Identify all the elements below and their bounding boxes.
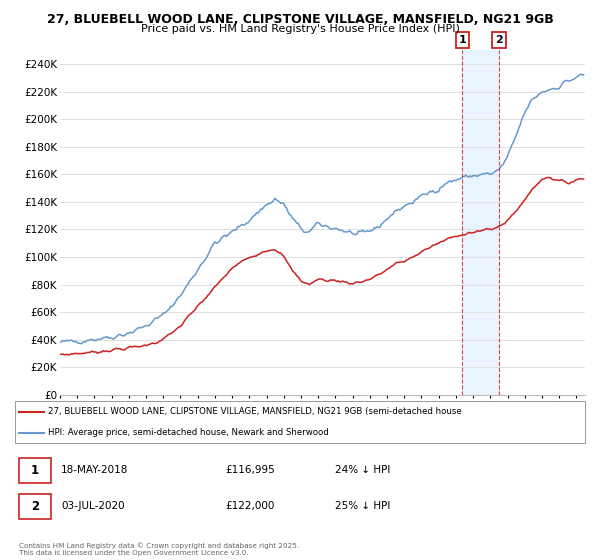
Text: HPI: Average price, semi-detached house, Newark and Sherwood: HPI: Average price, semi-detached house,… (48, 428, 328, 437)
Text: 25% ↓ HPI: 25% ↓ HPI (335, 501, 390, 511)
Text: 2: 2 (31, 500, 39, 513)
FancyBboxPatch shape (19, 458, 50, 483)
Text: Contains HM Land Registry data © Crown copyright and database right 2025.
This d: Contains HM Land Registry data © Crown c… (19, 542, 299, 556)
Text: £122,000: £122,000 (225, 501, 274, 511)
Text: 03-JUL-2020: 03-JUL-2020 (61, 501, 125, 511)
Text: 27, BLUEBELL WOOD LANE, CLIPSTONE VILLAGE, MANSFIELD, NG21 9GB: 27, BLUEBELL WOOD LANE, CLIPSTONE VILLAG… (47, 13, 553, 26)
Text: 18-MAY-2018: 18-MAY-2018 (61, 465, 128, 475)
Text: 27, BLUEBELL WOOD LANE, CLIPSTONE VILLAGE, MANSFIELD, NG21 9GB (semi-detached ho: 27, BLUEBELL WOOD LANE, CLIPSTONE VILLAG… (48, 407, 461, 416)
Bar (463, 50, 499, 395)
FancyBboxPatch shape (15, 401, 585, 444)
Text: 24% ↓ HPI: 24% ↓ HPI (335, 465, 390, 475)
Text: 1: 1 (458, 35, 466, 45)
Text: £116,995: £116,995 (225, 465, 275, 475)
Text: 1: 1 (31, 464, 39, 477)
FancyBboxPatch shape (19, 494, 50, 519)
Text: Price paid vs. HM Land Registry's House Price Index (HPI): Price paid vs. HM Land Registry's House … (140, 24, 460, 34)
Text: 2: 2 (495, 35, 503, 45)
